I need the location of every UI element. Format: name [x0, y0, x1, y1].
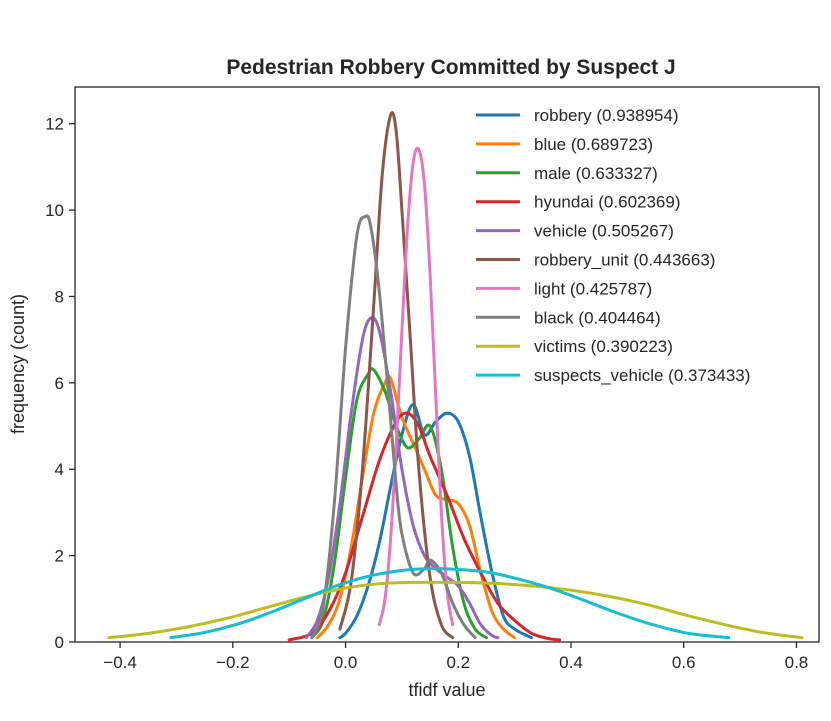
series-layer — [107, 111, 804, 642]
x-tick-label: −0.2 — [216, 653, 250, 672]
y-tick-label: 0 — [55, 633, 64, 652]
series-line-3 — [287, 411, 562, 642]
y-tick-label: 10 — [45, 201, 64, 220]
y-tick-label: 6 — [55, 374, 64, 393]
series-line-4 — [304, 316, 500, 640]
legend-label: victims (0.390223) — [534, 337, 673, 356]
legend-label: hyundai (0.602369) — [534, 193, 681, 212]
series-line-8 — [107, 580, 804, 640]
x-tick-label: 0.8 — [785, 653, 809, 672]
y-axis: 0 2 4 6 8 10 12 — [45, 115, 75, 652]
x-axis-label: tfidf value — [408, 680, 485, 700]
legend-label: black (0.404464) — [534, 308, 661, 327]
chart-title: Pedestrian Robbery Committed by Suspect … — [226, 56, 675, 79]
x-axis: −0.4 −0.2 0.0 0.2 0.4 0.6 0.8 — [103, 642, 808, 672]
x-tick-label: 0.0 — [334, 653, 358, 672]
x-tick-label: 0.2 — [446, 653, 470, 672]
y-axis-label: frequency (count) — [8, 294, 28, 434]
x-tick-label: 0.4 — [559, 653, 583, 672]
y-tick-label: 4 — [55, 460, 64, 479]
series-line-5 — [338, 111, 455, 640]
legend-label: vehicle (0.505267) — [534, 222, 674, 241]
legend-label: robbery (0.938954) — [534, 106, 679, 125]
legend-label: suspects_vehicle (0.373433) — [534, 366, 750, 385]
x-tick-label: −0.4 — [103, 653, 137, 672]
series-line-7 — [310, 214, 477, 640]
series-line-0 — [338, 402, 534, 640]
y-tick-label: 12 — [45, 115, 64, 134]
legend-label: light (0.425787) — [534, 279, 652, 298]
legend-label: male (0.633327) — [534, 164, 658, 183]
legend: robbery (0.938954) blue (0.689723) male (0… — [476, 106, 750, 385]
series-line-6 — [377, 146, 455, 627]
legend-label: robbery_unit (0.443663) — [534, 251, 715, 270]
x-tick-label: 0.6 — [672, 653, 696, 672]
plot-area — [74, 86, 820, 643]
legend-label: blue (0.689723) — [534, 135, 653, 154]
plot-frame — [74, 86, 820, 643]
series-line-9 — [169, 567, 731, 640]
y-tick-label: 2 — [55, 547, 64, 566]
y-tick-label: 8 — [55, 287, 64, 306]
